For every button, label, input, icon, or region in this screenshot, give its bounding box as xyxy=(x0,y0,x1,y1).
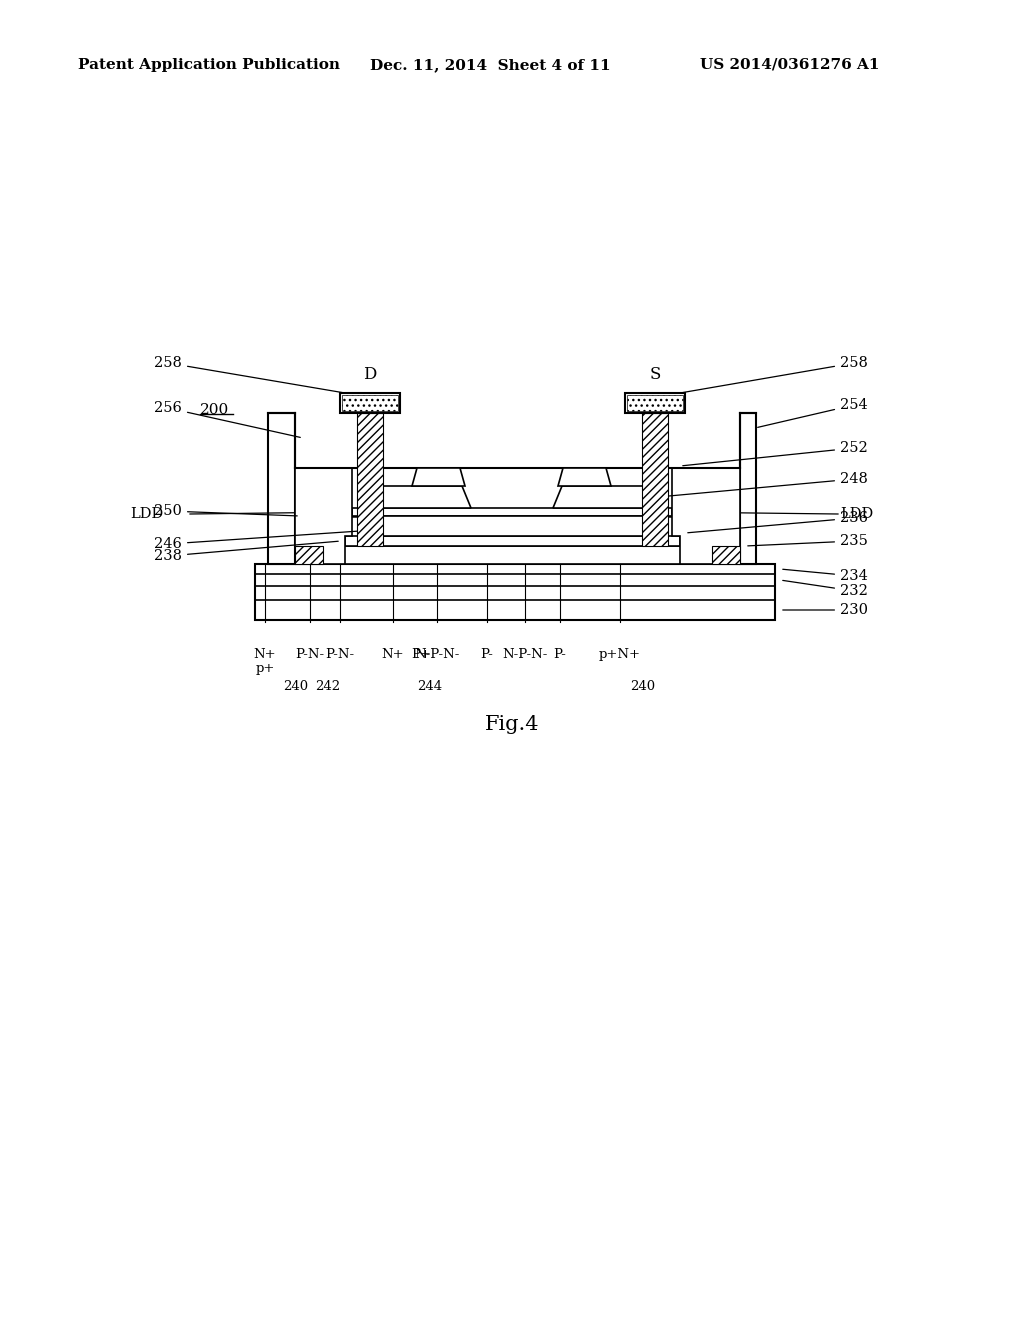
Text: N+: N+ xyxy=(382,648,404,661)
Text: 256: 256 xyxy=(155,401,300,437)
Polygon shape xyxy=(553,486,657,508)
Polygon shape xyxy=(558,469,611,486)
Text: P-N-: P-N- xyxy=(326,648,354,661)
Text: 242: 242 xyxy=(315,680,341,693)
Text: 240: 240 xyxy=(283,680,308,693)
Bar xyxy=(342,395,398,411)
Text: 250: 250 xyxy=(155,504,297,517)
Text: P-: P- xyxy=(554,648,566,661)
Bar xyxy=(295,546,740,564)
Text: 232: 232 xyxy=(782,581,868,598)
Text: LDD: LDD xyxy=(840,507,873,521)
Text: 234: 234 xyxy=(782,569,868,583)
Text: 254: 254 xyxy=(758,399,867,428)
Text: Fig.4: Fig.4 xyxy=(484,715,540,734)
Text: 236: 236 xyxy=(688,511,868,533)
Text: D: D xyxy=(364,366,377,383)
Text: Patent Application Publication: Patent Application Publication xyxy=(78,58,340,73)
Text: N-P-N-: N-P-N- xyxy=(503,648,548,661)
Text: S: S xyxy=(649,366,660,383)
Bar xyxy=(295,546,323,564)
Text: 235: 235 xyxy=(748,535,868,548)
Bar xyxy=(642,413,668,546)
Polygon shape xyxy=(672,469,740,564)
Text: Dec. 11, 2014  Sheet 4 of 11: Dec. 11, 2014 Sheet 4 of 11 xyxy=(370,58,610,73)
Text: 248: 248 xyxy=(660,473,868,496)
Polygon shape xyxy=(295,469,352,564)
Text: P-N-: P-N- xyxy=(296,648,325,661)
Text: 200: 200 xyxy=(200,403,229,417)
Bar xyxy=(345,536,680,546)
Bar xyxy=(352,508,672,516)
Text: 238: 238 xyxy=(154,541,338,564)
Polygon shape xyxy=(358,516,668,536)
Bar xyxy=(625,393,685,413)
Text: 244: 244 xyxy=(418,680,442,693)
Text: N-P-N-: N-P-N- xyxy=(415,648,460,661)
Bar xyxy=(255,564,775,620)
Text: N+: N+ xyxy=(254,648,276,661)
Text: 258: 258 xyxy=(155,356,342,392)
Text: 240: 240 xyxy=(630,680,655,693)
Text: P-: P- xyxy=(480,648,494,661)
Bar xyxy=(357,413,383,546)
Text: 258: 258 xyxy=(683,356,868,392)
Text: 246: 246 xyxy=(155,531,357,550)
Bar xyxy=(340,393,400,413)
Text: 252: 252 xyxy=(683,441,867,466)
Polygon shape xyxy=(412,469,465,486)
Bar xyxy=(740,413,756,564)
Bar xyxy=(627,395,683,411)
Bar xyxy=(712,546,740,564)
Text: p+: p+ xyxy=(255,663,274,675)
Bar xyxy=(268,413,295,564)
Text: US 2014/0361276 A1: US 2014/0361276 A1 xyxy=(700,58,880,73)
Text: P+: P+ xyxy=(411,648,431,661)
Polygon shape xyxy=(366,486,471,508)
Text: 230: 230 xyxy=(782,603,868,616)
Text: LDD: LDD xyxy=(130,507,163,521)
Text: p+N+: p+N+ xyxy=(599,648,641,661)
